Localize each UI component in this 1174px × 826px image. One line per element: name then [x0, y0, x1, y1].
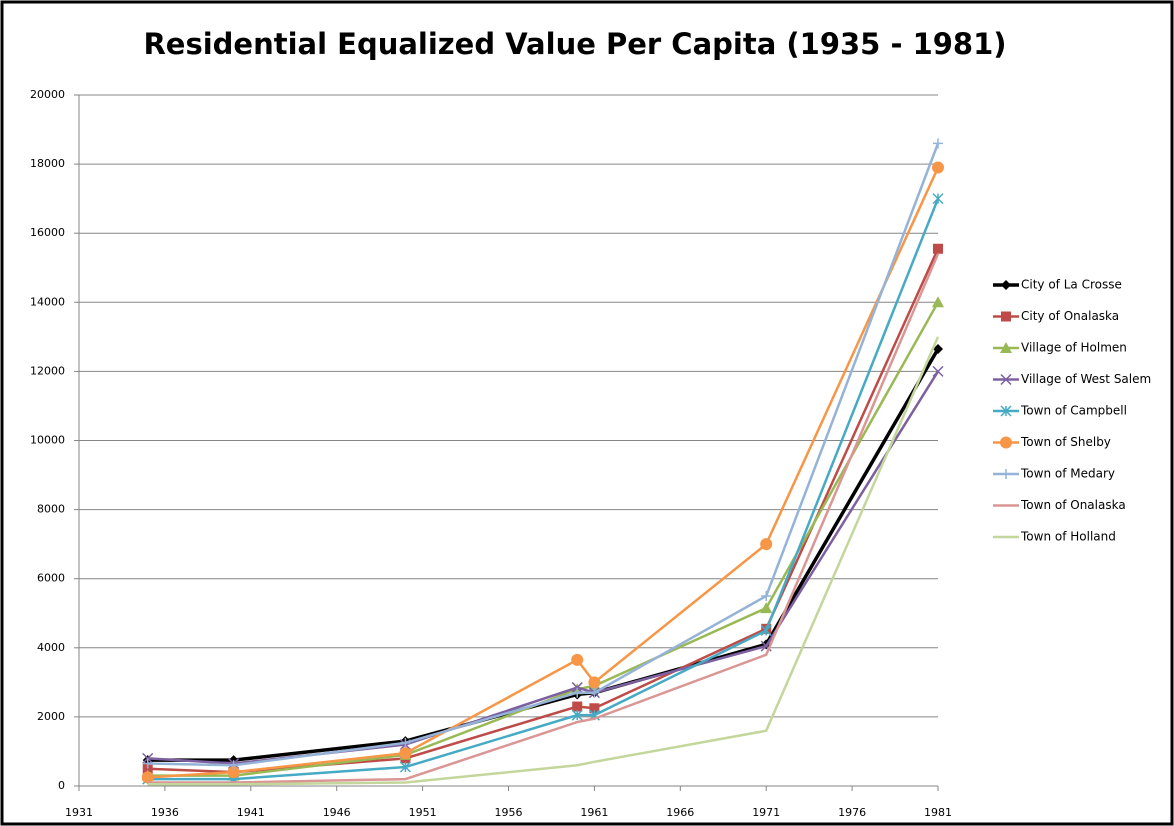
x-tick-label: 1936: [151, 806, 179, 819]
marker: [588, 676, 601, 689]
marker: [142, 758, 153, 769]
marker: [932, 193, 944, 205]
y-tick-label: 4000: [37, 641, 65, 654]
marker: [1000, 405, 1012, 417]
chart-title: Residential Equalized Value Per Capita (…: [143, 27, 1006, 61]
y-tick-label: 0: [58, 779, 65, 792]
x-tick-label: 1941: [237, 806, 265, 819]
marker: [933, 243, 943, 254]
y-tick-label: 10000: [30, 434, 65, 447]
x-tick-label: 1981: [924, 806, 952, 819]
series-line: [147, 253, 940, 784]
x-tick-label: 1946: [323, 806, 351, 819]
marker: [589, 703, 600, 714]
marker: [932, 161, 944, 174]
marker: [1000, 373, 1012, 386]
series-line: [147, 336, 940, 786]
marker: [1000, 436, 1012, 449]
marker: [932, 296, 944, 308]
marker: [589, 687, 600, 698]
marker: [572, 701, 583, 712]
y-tick-label: 16000: [30, 226, 65, 239]
marker: [1001, 469, 1011, 479]
legend-label: Town of Medary: [1020, 467, 1115, 481]
marker: [227, 766, 240, 779]
x-tick-label: 1961: [580, 806, 608, 819]
marker: [1000, 342, 1012, 353]
marker: [228, 760, 239, 771]
marker: [761, 590, 772, 601]
y-tick-label: 6000: [37, 572, 65, 585]
legend-label: Village of Holmen: [1021, 341, 1127, 355]
marker: [760, 624, 772, 637]
marker: [932, 365, 944, 377]
x-tick-label: 1956: [495, 806, 523, 819]
marker: [141, 771, 154, 784]
x-tick-label: 1951: [409, 806, 437, 819]
y-tick-label: 12000: [30, 364, 65, 377]
marker: [933, 138, 943, 149]
legend-label: Town of Shelby: [1020, 435, 1111, 449]
legend-label: City of La Crosse: [1021, 278, 1122, 292]
y-tick-label: 20000: [30, 88, 65, 101]
marker: [760, 602, 773, 614]
y-tick-label: 14000: [30, 295, 65, 308]
legend-label: Village of West Salem: [1021, 372, 1151, 386]
marker: [1001, 280, 1011, 290]
y-tick-label: 8000: [37, 503, 65, 516]
marker: [571, 653, 584, 666]
marker: [399, 761, 411, 773]
marker: [400, 737, 411, 748]
marker: [571, 682, 583, 694]
x-tick-label: 1931: [65, 806, 93, 819]
y-tick-label: 2000: [37, 710, 65, 723]
marker: [760, 538, 773, 551]
marker: [142, 763, 153, 774]
x-tick-label: 1971: [752, 806, 780, 819]
marker: [399, 747, 412, 760]
marker: [142, 752, 154, 764]
y-tick-label: 18000: [30, 157, 65, 170]
marker: [933, 343, 943, 354]
legend-label: Town of Campbell: [1020, 404, 1127, 418]
legend-label: City of Onalaska: [1021, 309, 1119, 323]
legend-label: Town of Onalaska: [1020, 498, 1126, 512]
x-tick-label: 1966: [666, 806, 694, 819]
marker: [571, 709, 583, 721]
marker: [1001, 311, 1011, 322]
marker: [572, 687, 583, 698]
legend-label: Town of Holland: [1020, 530, 1116, 544]
x-tick-label: 1976: [838, 806, 866, 819]
